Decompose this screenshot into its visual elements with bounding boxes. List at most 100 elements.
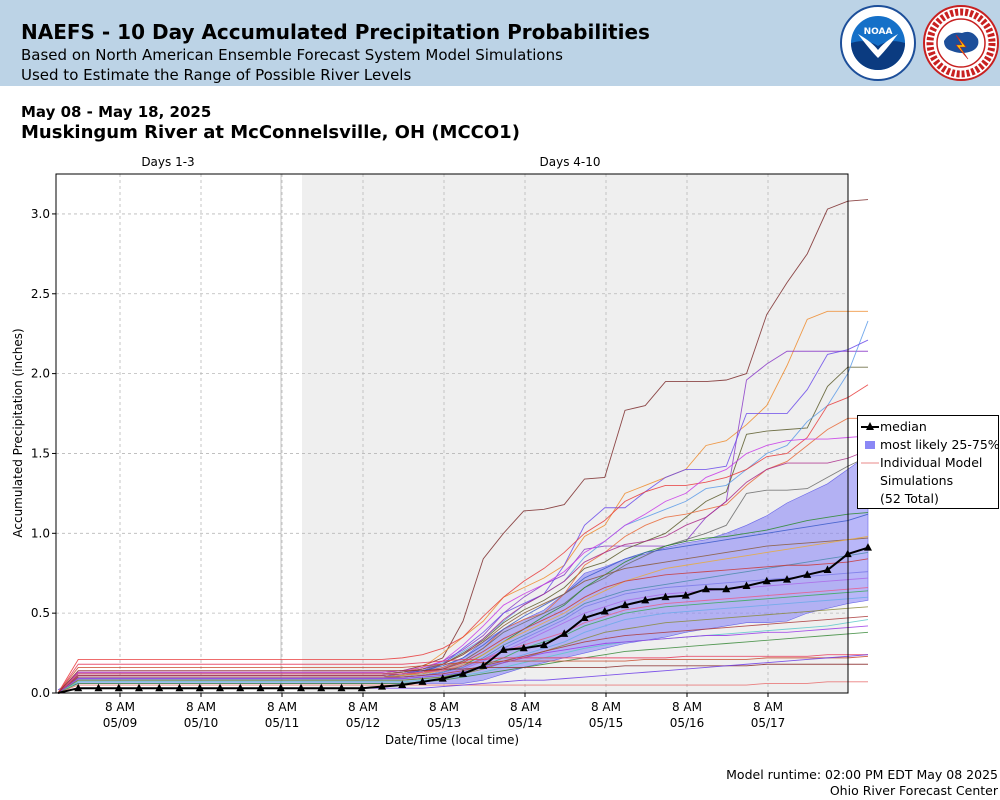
x-tick-date-label: 05/15	[589, 716, 624, 730]
median-marker	[317, 683, 326, 692]
median-marker	[94, 683, 103, 692]
median-marker	[236, 683, 245, 692]
median-marker	[600, 607, 609, 615]
median-marker	[216, 683, 224, 692]
x-tick-date-label: 05/11	[265, 716, 300, 730]
x-tick-time-label: 8 AM	[186, 700, 216, 714]
individual-simulation-line	[57, 663, 868, 694]
median-marker	[722, 584, 731, 593]
median-marker	[864, 543, 872, 551]
individual-simulation-line	[57, 654, 868, 694]
individual-simulation-line	[57, 435, 869, 694]
y-tick-label: 0.0	[31, 686, 50, 700]
median-marker	[621, 600, 629, 609]
x-axis-title: Date/Time (local time)	[385, 733, 519, 747]
legend-total-label: (52 Total)	[880, 491, 939, 506]
x-tick-time-label: 8 AM	[672, 700, 702, 714]
median-marker	[661, 592, 670, 601]
median-marker	[398, 680, 407, 689]
x-tick-date-label: 05/17	[751, 716, 786, 730]
location-title: Muskingum River at McConnelsville, OH (M…	[21, 122, 520, 143]
legend-individual: Individual Model Simulations (52 Total)	[858, 454, 998, 506]
median-marker	[702, 584, 710, 593]
page-title: NAEFS - 10 Day Accumulated Precipitation…	[21, 20, 650, 44]
median-marker	[175, 683, 184, 692]
median-marker	[297, 683, 305, 692]
date-range: May 08 - May 18, 2025	[21, 103, 212, 121]
x-tick-time-label: 8 AM	[591, 700, 621, 714]
median-marker	[803, 570, 812, 578]
median-marker	[459, 669, 467, 677]
y-tick-label: 0.5	[31, 606, 50, 620]
median-marker	[681, 591, 690, 599]
median-marker	[540, 640, 548, 649]
median-marker	[823, 565, 832, 574]
precip-chart: 0.0 0.5 1.0 1.5 2.0 2.5 3.0 8 AM 05/09 8 AM 05/10 8…	[11, 155, 872, 747]
median-marker	[155, 683, 164, 692]
median-marker	[378, 682, 386, 690]
x-tick-time-label: 8 AM	[429, 700, 459, 714]
x-tick-date-label: 05/13	[427, 716, 462, 730]
x-tick-date-label: 05/14	[508, 716, 543, 730]
legend-likely-label: most likely 25-75%	[880, 437, 1000, 452]
legend-individual-swatch	[861, 462, 879, 464]
x-tick-time-label: 8 AM	[105, 700, 135, 714]
x-tick-date-label: 05/12	[346, 716, 381, 730]
nws-logo	[923, 5, 999, 81]
median-marker	[641, 595, 650, 604]
period-label-days-1-3: Days 1-3	[141, 155, 194, 169]
median-marker	[783, 575, 791, 583]
x-tick-time-label: 8 AM	[753, 700, 783, 714]
forecast-center: Ohio River Forecast Center	[829, 783, 998, 798]
x-tick-date-label: 05/16	[670, 716, 705, 730]
median-marker	[438, 674, 447, 682]
median-marker	[580, 613, 589, 621]
legend-individual-label-1: Individual Model	[880, 455, 983, 470]
median-marker	[195, 683, 204, 692]
x-tick-time-label: 8 AM	[510, 700, 540, 714]
y-tick-label: 2.5	[31, 287, 50, 301]
median-marker	[499, 645, 508, 653]
median-marker	[256, 683, 265, 692]
median-marker	[742, 581, 751, 590]
individual-simulation-line	[57, 631, 869, 694]
noaa-logo-text: NOAA	[864, 27, 893, 37]
legend-median-swatch	[861, 422, 879, 430]
median-marker	[519, 643, 528, 652]
median-marker	[114, 683, 123, 692]
median-marker	[418, 677, 427, 685]
y-tick-label: 2.0	[31, 367, 50, 381]
median-marker	[479, 661, 488, 669]
individual-simulation-line	[57, 587, 869, 694]
legend: median most likely 25-75% Individual Mod…	[857, 415, 1000, 509]
median-marker	[74, 683, 83, 692]
median-marker	[337, 683, 346, 692]
period-label-days-4-10: Days 4-10	[540, 155, 601, 169]
legend-median: median	[858, 418, 998, 436]
median-marker	[762, 576, 771, 585]
median-marker	[560, 629, 569, 637]
y-tick-label: 3.0	[31, 207, 50, 221]
x-tick-time-label: 8 AM	[267, 700, 297, 714]
y-tick-label: 1.0	[31, 526, 50, 540]
subtitle-line-2: Used to Estimate the Range of Possible R…	[21, 66, 412, 84]
y-tick-label: 1.5	[31, 446, 50, 460]
legend-likely-swatch	[865, 441, 875, 449]
median-marker	[276, 683, 285, 692]
header-banner: NAEFS - 10 Day Accumulated Precipitation…	[0, 0, 1000, 86]
legend-individual-label-2: Simulations	[880, 473, 954, 488]
legend-median-label: median	[880, 419, 927, 434]
subtitle-line-1: Based on North American Ensemble Forecas…	[21, 46, 563, 64]
individual-simulation-line	[57, 655, 869, 694]
legend-likely: most likely 25-75%	[858, 436, 1000, 454]
median-marker	[135, 683, 143, 692]
y-axis-title: Accumulated Precipitation (inches)	[11, 328, 25, 537]
x-tick-date-label: 05/09	[103, 716, 138, 730]
x-tick-time-label: 8 AM	[348, 700, 378, 714]
median-marker	[357, 683, 366, 692]
x-tick-date-label: 05/10	[184, 716, 219, 730]
model-runtime: Model runtime: 02:00 PM EDT May 08 2025	[726, 767, 998, 782]
noaa-logo: NOAA	[840, 5, 916, 81]
individual-simulation-line	[57, 384, 869, 694]
plot-frame	[55, 173, 849, 694]
